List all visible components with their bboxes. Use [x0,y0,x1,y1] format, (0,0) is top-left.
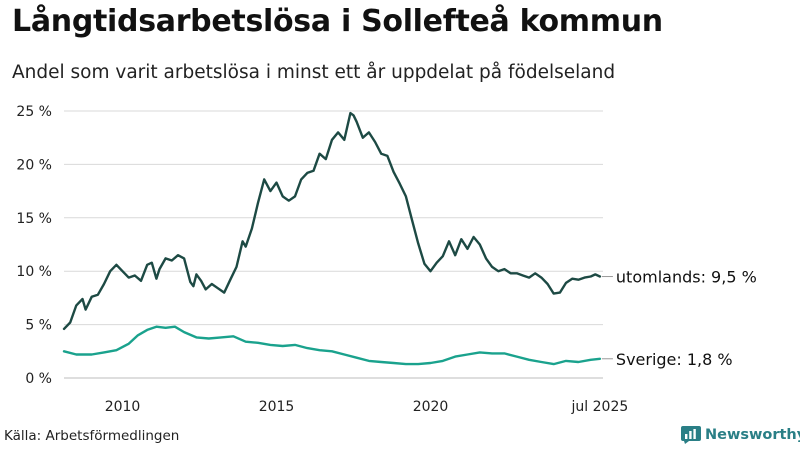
x-tick-label: 2010 [105,399,141,415]
y-tick-label: 20 % [16,157,52,173]
chart-title: Långtidsarbetslösa i Sollefteå kommun [12,4,663,39]
brand-name: Newsworthy [705,427,800,443]
y-tick-label: 25 % [16,104,52,120]
x-tick-label: jul 2025 [571,399,629,415]
end-label-utomlands: utomlands: 9,5 % [616,268,757,287]
y-tick-label: 15 % [16,211,52,227]
x-tick-label: 2015 [259,399,295,415]
newsworthy-logo[interactable]: Newsworthy [681,426,800,444]
end-label-sverige: Sverige: 1,8 % [616,350,733,369]
source-note: Källa: Arbetsförmedlingen [4,428,180,444]
y-tick-label: 5 % [25,318,52,334]
series-line-utomlands [62,111,602,331]
series-line-sverige [62,325,602,366]
y-tick-label: 0 % [25,371,52,387]
bar-chart-icon [681,426,701,444]
x-tick-label: 2020 [413,399,449,415]
y-tick-label: 10 % [16,264,52,280]
chart-subtitle: Andel som varit arbetslösa i minst ett å… [12,62,616,83]
